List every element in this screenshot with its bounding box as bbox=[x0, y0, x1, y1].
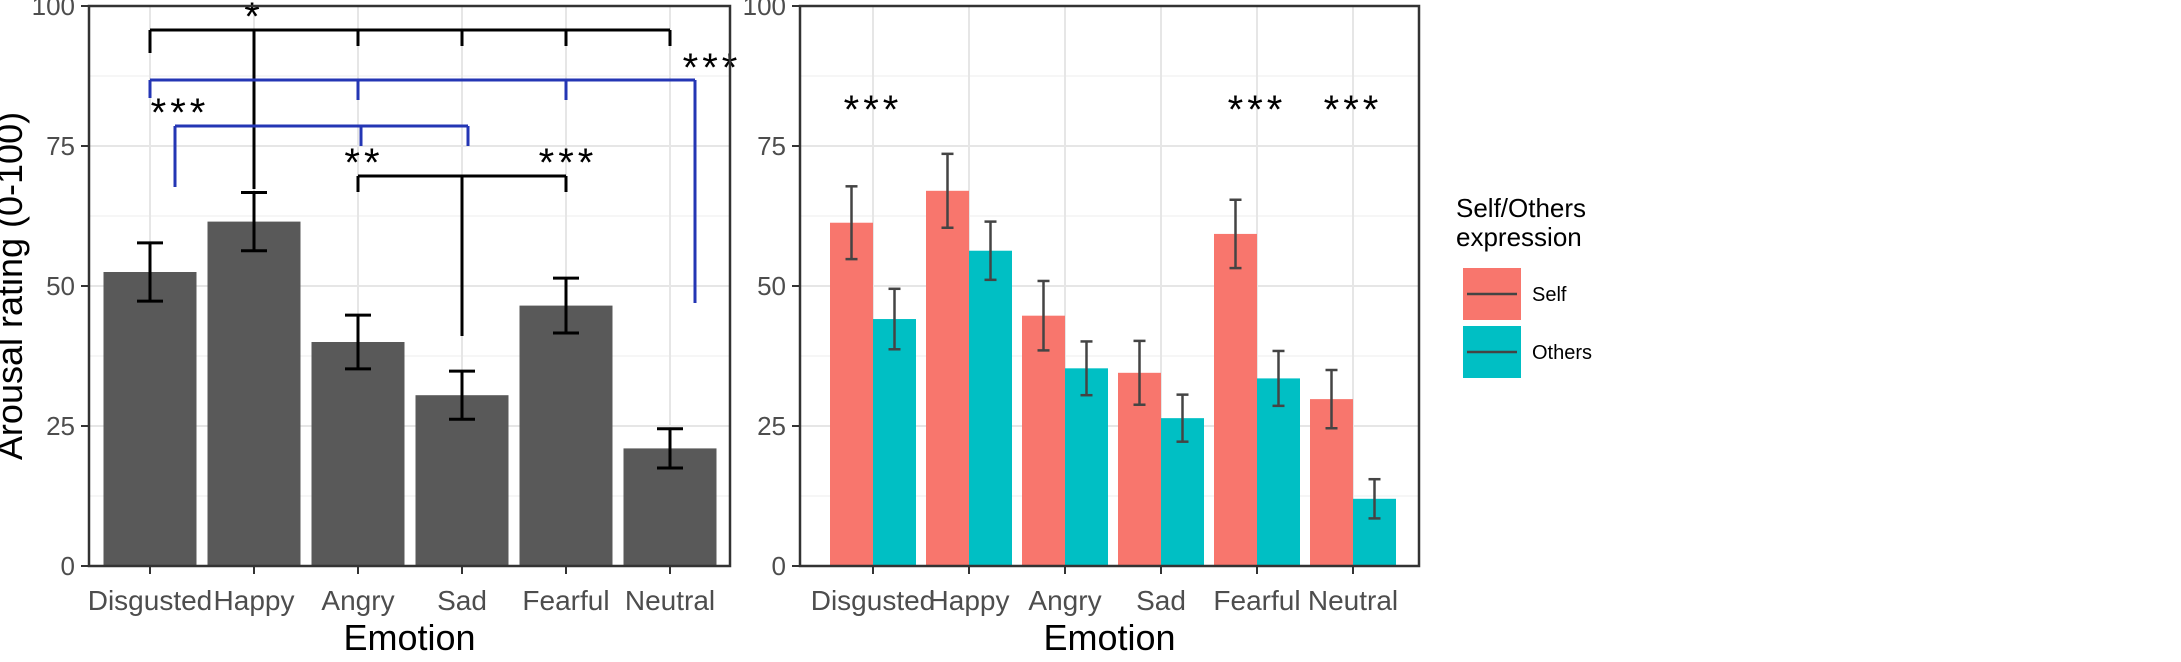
bar-happy bbox=[207, 221, 301, 566]
sig-label-disgusted: *** bbox=[844, 88, 903, 132]
x-tick-label-neutral: Neutral bbox=[1308, 585, 1398, 616]
bar-self-disgusted bbox=[830, 222, 873, 566]
sig-label-fearful: *** bbox=[1228, 88, 1287, 132]
sig-label: ** bbox=[344, 141, 383, 185]
y-tick-label: 100 bbox=[743, 0, 786, 21]
panel-border bbox=[798, 4, 1421, 568]
bar-self-angry bbox=[1022, 315, 1065, 566]
x-axis-title: Emotion bbox=[343, 617, 475, 658]
y-tick-label: 0 bbox=[772, 551, 786, 581]
x-tick-label-fearful: Fearful bbox=[1213, 585, 1300, 616]
bar-sad bbox=[415, 395, 509, 566]
bar-others-happy bbox=[969, 250, 1012, 566]
legend-title-line-1: Self/Others bbox=[1456, 193, 1586, 223]
bar-angry bbox=[311, 342, 405, 566]
y-tick-label: 0 bbox=[61, 551, 75, 581]
bar-others-angry bbox=[1065, 368, 1108, 566]
x-tick-label-angry: Angry bbox=[321, 585, 394, 616]
sig-label: *** bbox=[539, 141, 598, 185]
x-tick-label-angry: Angry bbox=[1028, 585, 1101, 616]
x-tick-label-happy: Happy bbox=[214, 585, 295, 616]
legend-title-line-2: expression bbox=[1456, 222, 1582, 252]
legend-label-others: Others bbox=[1532, 342, 1592, 364]
x-tick-label-sad: Sad bbox=[1136, 585, 1186, 616]
x-axis-title: Emotion bbox=[1043, 617, 1175, 658]
y-tick-label: 75 bbox=[46, 131, 75, 161]
y-tick-label: 50 bbox=[46, 271, 75, 301]
left-panel: 0 25 50 75 100 Disgusted Happy Angry Sad Fearful N… bbox=[0, 0, 742, 658]
y-tick-label: 100 bbox=[32, 0, 75, 21]
x-tick-label-disgusted: Disgusted bbox=[88, 585, 213, 616]
bar-self-fearful bbox=[1214, 233, 1257, 567]
y-tick-label: 50 bbox=[757, 271, 786, 301]
x-tick-label-happy: Happy bbox=[929, 585, 1010, 616]
y-tick-label: 25 bbox=[46, 411, 75, 441]
bar-disgusted bbox=[103, 272, 197, 566]
x-tick-label-fearful: Fearful bbox=[522, 585, 609, 616]
y-axis-title: Arousal rating (0-100) bbox=[0, 112, 30, 460]
bar-self-happy bbox=[926, 190, 969, 567]
panel-border bbox=[87, 4, 732, 568]
sig-label: *** bbox=[683, 46, 742, 90]
x-tick-label-sad: Sad bbox=[437, 585, 487, 616]
sig-label: * bbox=[244, 0, 264, 39]
bar-others-disgusted bbox=[873, 319, 916, 566]
y-tick-label: 75 bbox=[757, 131, 786, 161]
legend-label-self: Self bbox=[1532, 284, 1567, 306]
bar-others-fearful bbox=[1257, 378, 1300, 566]
x-tick-label-neutral: Neutral bbox=[625, 585, 715, 616]
sig-label: *** bbox=[151, 91, 210, 135]
y-tick-label: 25 bbox=[757, 411, 786, 441]
sig-label-neutral: *** bbox=[1324, 88, 1383, 132]
bar-fearful bbox=[519, 305, 613, 566]
x-tick-label-disgusted: Disgusted bbox=[811, 585, 936, 616]
